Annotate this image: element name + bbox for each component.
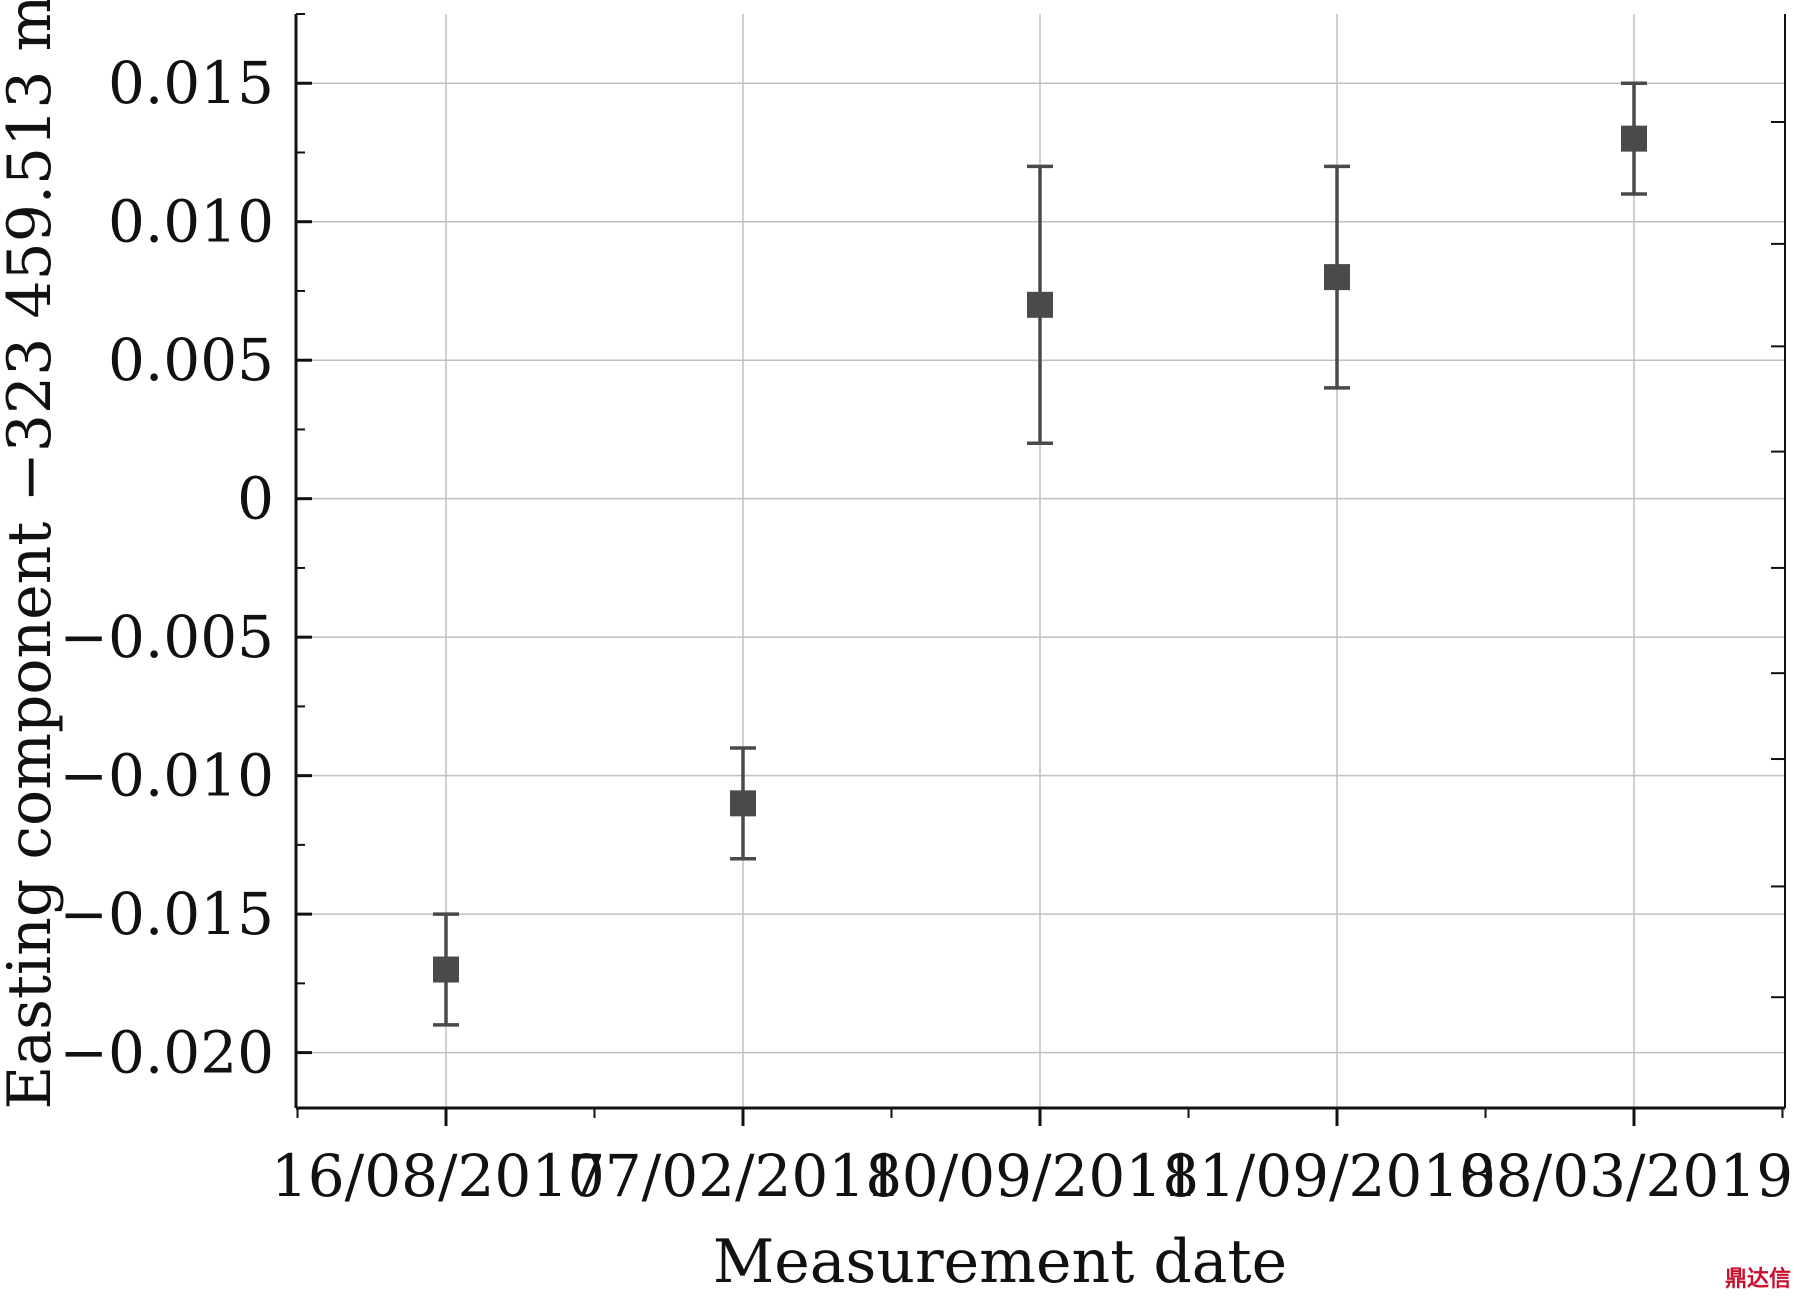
data-point-marker: [1324, 264, 1350, 291]
y-tick-label: 0: [237, 465, 274, 533]
y-tick-label: −0.010: [59, 742, 274, 810]
data-point-marker: [1027, 291, 1053, 318]
y-tick-labels: −0.020 −0.015 −0.010 −0.005 0 0.005 0.010 0.015: [59, 49, 274, 1086]
y-tick-label: −0.015: [59, 880, 274, 948]
x-tick-label: 11/09/2018: [1162, 1142, 1496, 1210]
x-tick-label: 16/08/2017: [271, 1142, 605, 1210]
x-tick-label: 07/02/2018: [568, 1142, 902, 1210]
y-tick-label: −0.005: [59, 603, 274, 671]
data-point-marker: [1621, 125, 1647, 152]
axis-ticks: [296, 13, 1785, 1126]
data-point-marker: [433, 956, 459, 983]
x-tick-label: 10/09/2018: [865, 1142, 1199, 1210]
x-tick-label: 08/03/2019: [1459, 1142, 1793, 1210]
data-series: [433, 81, 1647, 1027]
x-axis-title: Measurement date: [713, 1227, 1287, 1297]
x-tick-labels: 16/08/201707/02/201810/09/201811/09/2018…: [271, 1142, 1793, 1210]
y-tick-label: −0.020: [59, 1019, 274, 1087]
y-axis-title: Easting component −323 459.513 m: [0, 0, 65, 1109]
y-tick-label: 0.005: [108, 326, 274, 394]
data-point-marker: [730, 790, 756, 817]
y-tick-label: 0.015: [108, 49, 274, 117]
watermark-logo: 鼎达信: [1724, 1267, 1791, 1292]
y-tick-label: 0.010: [108, 188, 274, 256]
